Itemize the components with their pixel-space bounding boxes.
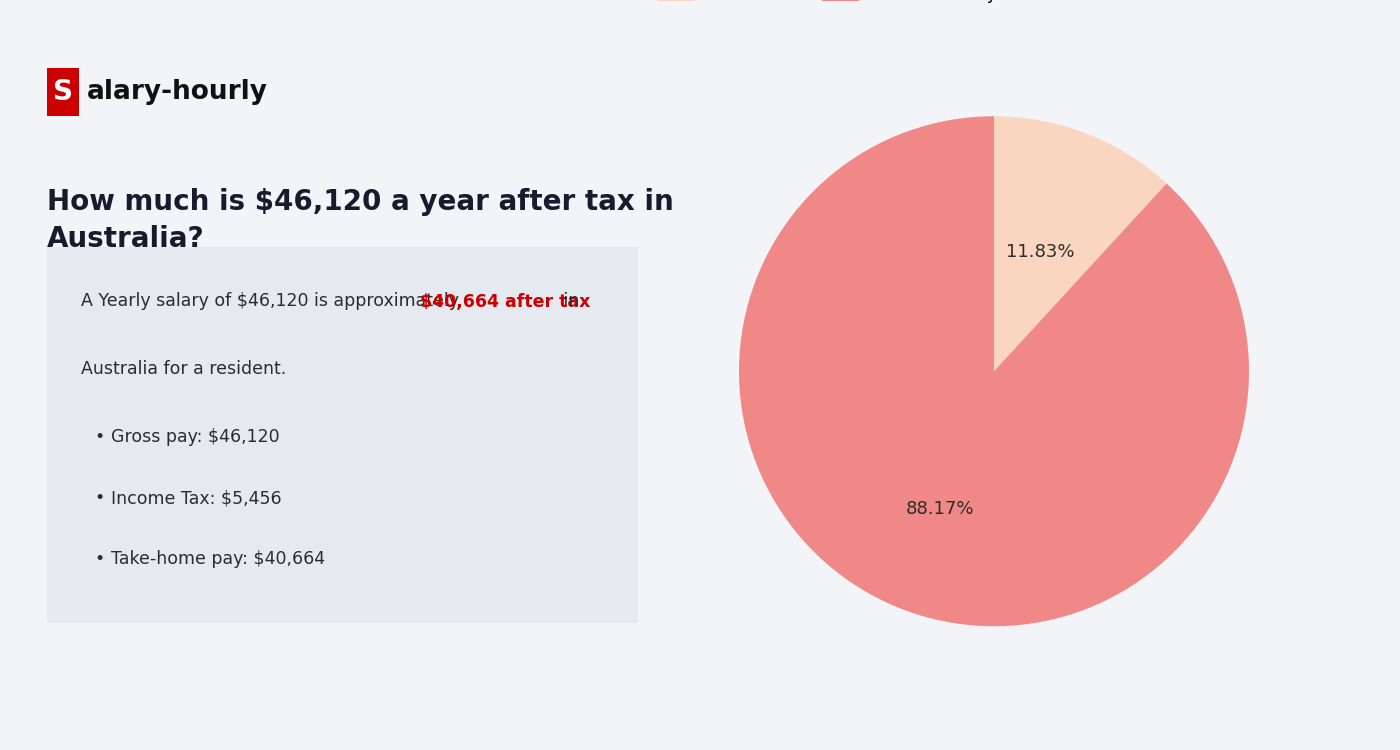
- Wedge shape: [739, 116, 1249, 626]
- Text: Income Tax: $5,456: Income Tax: $5,456: [111, 489, 281, 507]
- Text: alary-hourly: alary-hourly: [87, 79, 269, 105]
- FancyBboxPatch shape: [48, 248, 638, 622]
- Text: Take-home pay: $40,664: Take-home pay: $40,664: [111, 550, 325, 568]
- Text: Gross pay: $46,120: Gross pay: $46,120: [111, 427, 280, 445]
- Text: How much is $46,120 a year after tax in
Australia?: How much is $46,120 a year after tax in …: [48, 188, 673, 254]
- Text: •: •: [94, 550, 105, 568]
- Text: 88.17%: 88.17%: [906, 500, 974, 518]
- Text: Australia for a resident.: Australia for a resident.: [81, 360, 286, 378]
- Text: •: •: [94, 427, 105, 445]
- FancyBboxPatch shape: [48, 68, 80, 116]
- Text: in: in: [557, 292, 580, 310]
- Wedge shape: [994, 116, 1166, 371]
- Text: S: S: [53, 78, 73, 106]
- Text: •: •: [94, 489, 105, 507]
- Legend: Income Tax, Take-home Pay: Income Tax, Take-home Pay: [652, 0, 1004, 9]
- Text: 11.83%: 11.83%: [1007, 244, 1075, 262]
- Text: A Yearly salary of $46,120 is approximately: A Yearly salary of $46,120 is approximat…: [81, 292, 465, 310]
- Text: $40,664 after tax: $40,664 after tax: [420, 292, 591, 310]
